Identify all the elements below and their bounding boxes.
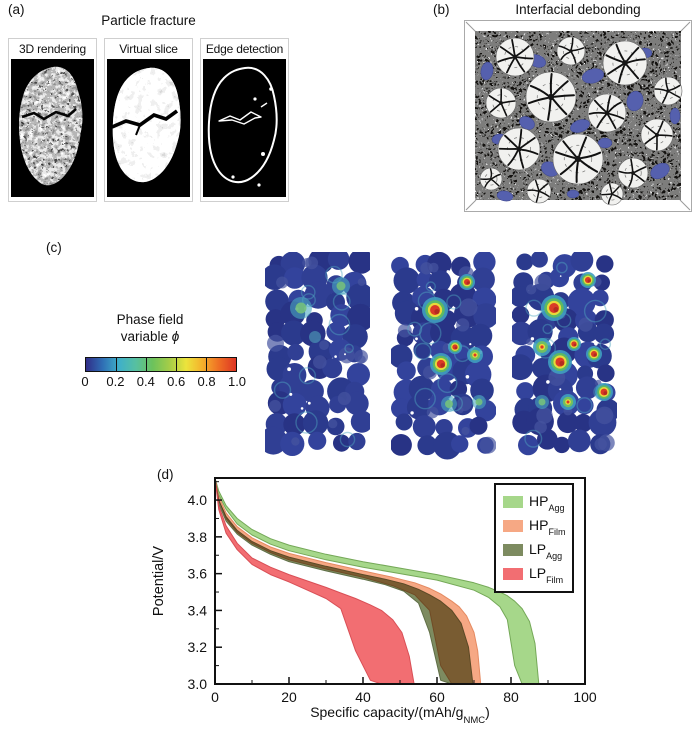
panel-b-tag: (b) [433, 2, 450, 17]
microstructure-2 [391, 252, 496, 460]
panel-a-tag: (a) [8, 2, 25, 17]
colorbar-divider [116, 358, 117, 371]
colorbar-tick-label: 0.6 [167, 374, 186, 389]
svg-text:3.6: 3.6 [188, 566, 208, 582]
colorbar-tick-label: 0.8 [197, 374, 216, 389]
microstructure-3 [512, 252, 617, 456]
subpanel-3d-rendering-label: 3D rendering [19, 42, 86, 56]
svg-text:60: 60 [429, 689, 445, 705]
legend-swatch [503, 568, 523, 580]
phase-field-colorbar [85, 357, 237, 372]
svg-text:3.2: 3.2 [188, 639, 208, 655]
svg-text:3.8: 3.8 [188, 529, 208, 545]
chart-legend: HPAgg HPFilm LPAgg LPFilm [494, 483, 575, 593]
colorbar-tick-label: 0.2 [106, 374, 125, 389]
svg-text:20: 20 [281, 689, 297, 705]
colorbar-divider [176, 358, 177, 371]
microstructure-1 [265, 252, 370, 456]
colorbar-divider [206, 358, 207, 371]
legend-label: LPAgg [529, 540, 563, 562]
svg-text:3.4: 3.4 [188, 602, 208, 618]
svg-text:80: 80 [503, 689, 519, 705]
subpanel-edge-detection-label: Edge detection [205, 42, 284, 56]
subpanel-3d-rendering: 3D rendering [8, 38, 97, 202]
debonding-image [465, 21, 691, 211]
virtual-slice-image [107, 59, 190, 197]
legend-swatch [503, 496, 523, 508]
legend-item-LP-Agg: LPAgg [503, 538, 565, 562]
discharge-chart: 0 20 40 60 80 100 3.0 3.2 3.4 3.6 3.8 4.0 Potential/… [151, 477, 597, 705]
legend-label: HPAgg [529, 492, 565, 514]
colorbar-title-line1: Phase field [116, 312, 184, 327]
subpanel-virtual-slice: Virtual slice [104, 38, 193, 202]
colorbar-divider [146, 358, 147, 371]
legend-item-HP-Agg: HPAgg [503, 490, 565, 514]
colorbar-tick-label: 0 [81, 374, 89, 389]
series-band-LP-Agg [214, 477, 474, 685]
svg-text:0: 0 [211, 689, 219, 705]
subpanel-virtual-slice-label: Virtual slice [119, 42, 178, 56]
legend-item-LP-Film: LPFilm [503, 562, 565, 586]
legend-item-HP-Film: HPFilm [503, 514, 565, 538]
subpanel-edge-detection: Edge detection [200, 38, 289, 202]
y-axis-label: Potential/V [151, 546, 167, 616]
svg-text:4.0: 4.0 [188, 492, 208, 508]
colorbar-title: Phase field variable ϕ [60, 312, 240, 345]
debonding-image-frame [464, 20, 692, 212]
svg-text:100: 100 [573, 689, 597, 705]
panel-c-tag: (c) [46, 240, 62, 255]
legend-label: HPFilm [529, 516, 566, 538]
edge-detection-image [203, 59, 286, 197]
colorbar-tick-labels: 0 0.2 0.4 0.6 0.8 1.0 [81, 374, 246, 390]
x-axis-label: Specific capacity/(mAh/gNMC) [310, 704, 490, 726]
3d-rendering-image [11, 59, 94, 197]
svg-text:40: 40 [355, 689, 371, 705]
colorbar-title-line2: variable ϕ [120, 328, 180, 344]
legend-swatch [503, 520, 523, 532]
colorbar-gradient [86, 358, 236, 371]
legend-swatch [503, 544, 523, 556]
panel-b-title: Interfacial debonding [515, 2, 641, 17]
legend-label: LPFilm [529, 564, 564, 586]
colorbar-tick-label: 0.4 [136, 374, 155, 389]
panel-d-tag: (d) [157, 467, 174, 482]
phi-symbol: ϕ [171, 328, 180, 344]
svg-text:3.0: 3.0 [188, 676, 208, 692]
colorbar-tick-label: 1.0 [227, 374, 247, 389]
panel-a-title: Particle fracture [101, 13, 196, 28]
